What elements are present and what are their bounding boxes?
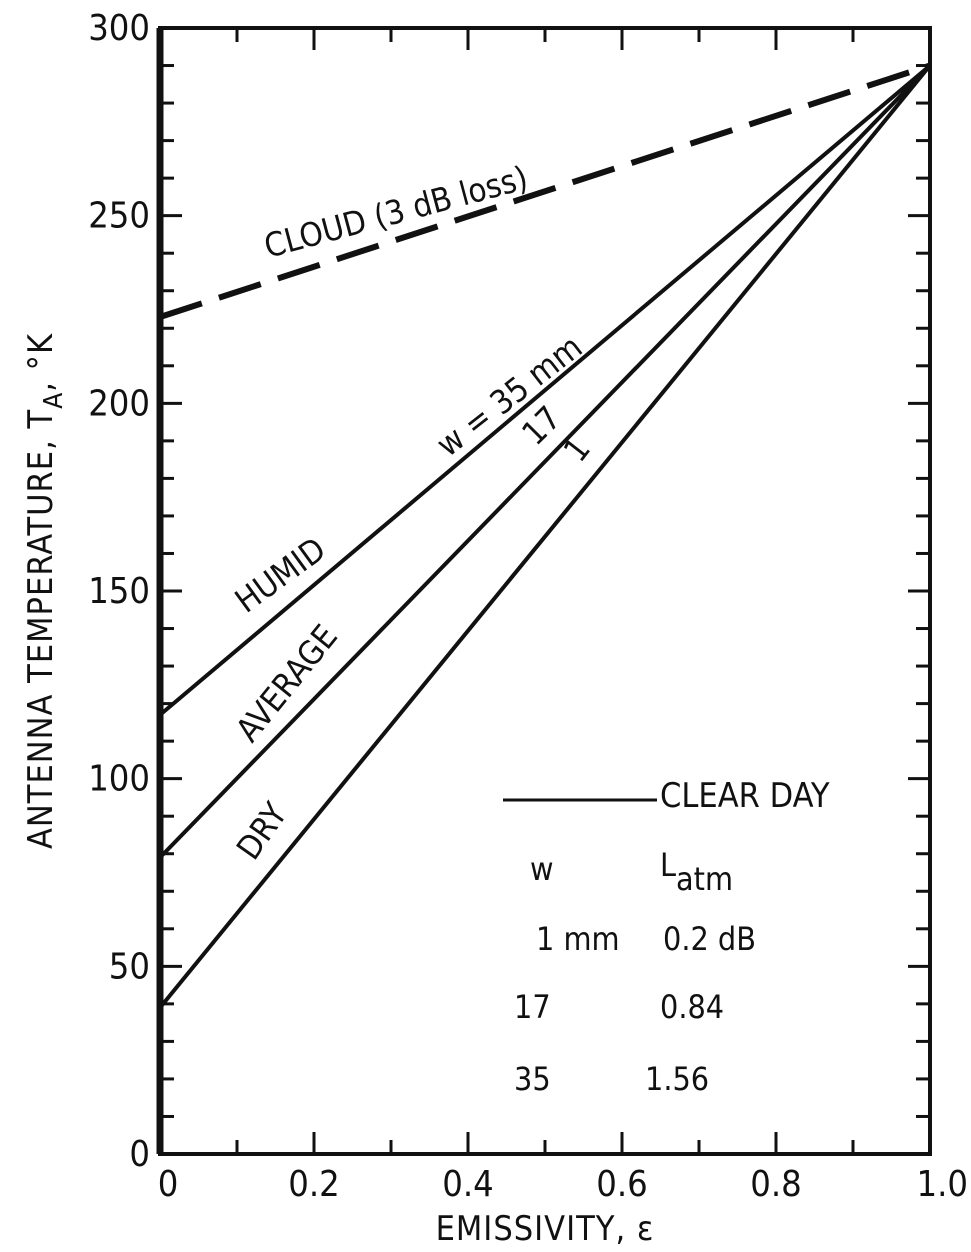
x-tick-label: 0.2	[288, 1164, 340, 1205]
y-tick-label: 50	[109, 946, 150, 987]
y-tick-label: 300	[88, 8, 150, 49]
y-axis-title-main: ANTENNA TEMPERATURE, T	[21, 409, 61, 849]
legend-row-2-l: 0.84	[660, 988, 724, 1026]
series-line-dry	[158, 64, 932, 1009]
y-axis-title: ANTENNA TEMPERATURE, TA, °K	[21, 333, 69, 849]
legend-row-3-l: 1.56	[645, 1060, 709, 1098]
series-line-humid	[158, 64, 932, 717]
y-tick-label: 150	[88, 571, 150, 612]
legend-row-3-w: 35	[514, 1060, 551, 1098]
legend-table-header-l-main: L	[660, 846, 676, 884]
x-tick-label: 0	[158, 1164, 179, 1205]
tick-labels: 0 50 100 150 200 250 300 0 0.2 0.4 0.6 0.8 1.0	[88, 8, 968, 1205]
legend-row-1-l: 0.2 dB	[663, 920, 756, 958]
y-tick-label: 100	[88, 759, 150, 800]
x-tick-label: 0.4	[442, 1164, 494, 1205]
y-axis-title-unit: , °K	[21, 333, 61, 392]
x-tick-label: 1.0	[917, 1164, 969, 1205]
legend-table-header-w: w	[530, 850, 554, 888]
series-line-average	[158, 64, 932, 859]
y-axis-title-subscript: A	[39, 392, 69, 409]
legend-row-1-w: 1 mm	[536, 920, 620, 958]
legend-table-header-l-sub: atm	[676, 860, 733, 898]
legend-clear-day-label: CLEAR DAY	[660, 776, 830, 816]
humid-series-label: HUMID	[228, 529, 333, 620]
legend-table-header-l: Latm	[660, 846, 733, 898]
x-axis-title: EMISSIVITY, ε	[436, 1209, 655, 1249]
y-tick-label: 200	[88, 383, 150, 424]
legend-row-2-w: 17	[514, 988, 551, 1026]
y-tick-label: 250	[88, 196, 150, 237]
series-line-cloud	[159, 62, 931, 320]
w1-annotation: 1	[556, 430, 598, 469]
x-tick-label: 0.6	[596, 1164, 648, 1205]
y-tick-label: 0	[129, 1134, 150, 1175]
x-tick-label: 0.8	[750, 1164, 802, 1205]
axis-ticks	[158, 26, 932, 1156]
series-layer	[158, 62, 932, 1009]
